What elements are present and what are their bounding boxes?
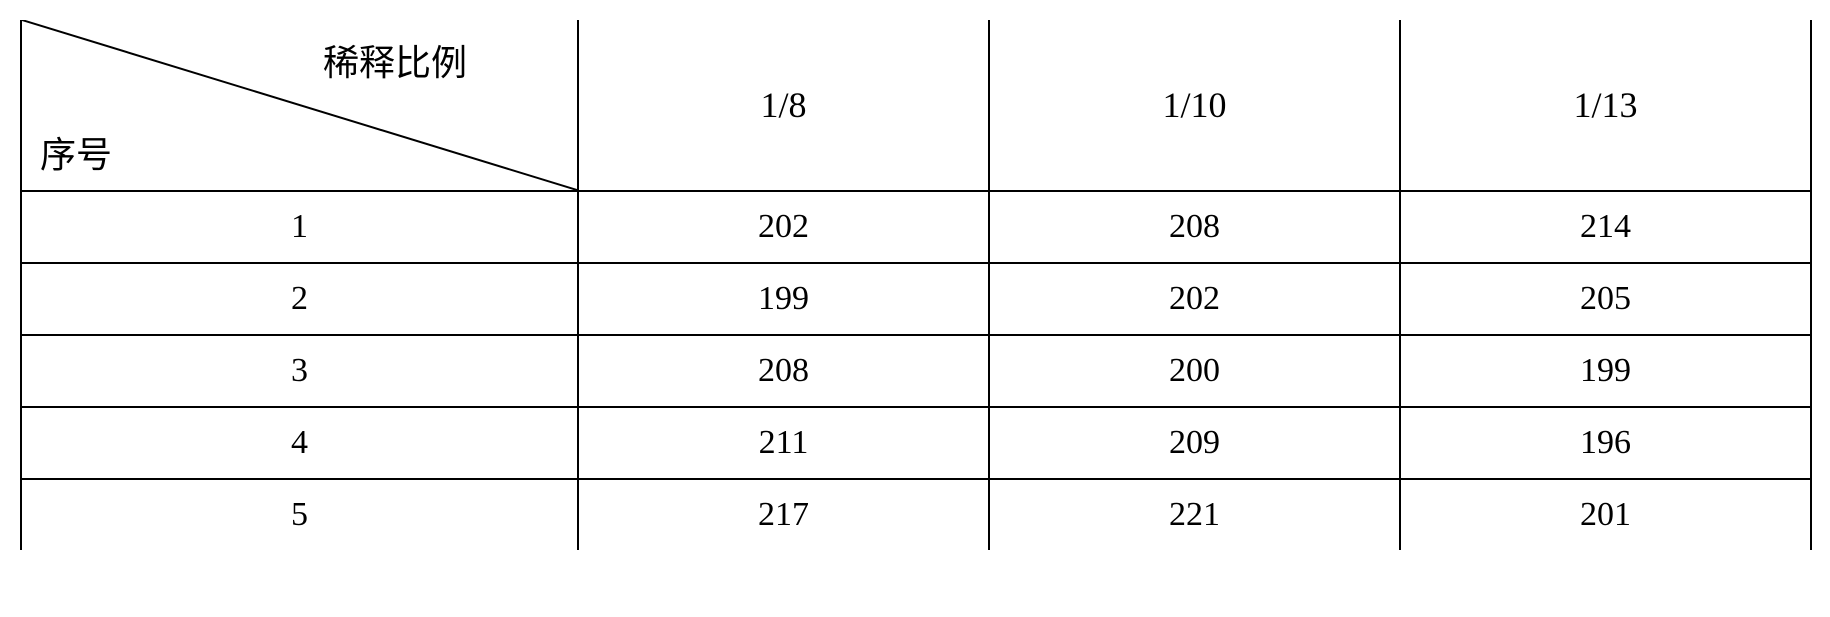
data-table: 稀释比例 序号 1/8 1/10 1/13 1 202 208 214 2 19… <box>20 20 1812 550</box>
table-cell: 209 <box>989 407 1400 479</box>
table-cell: 211 <box>578 407 989 479</box>
row-seq: 3 <box>21 335 578 407</box>
row-seq: 4 <box>21 407 578 479</box>
table-row: 5 217 221 201 <box>21 479 1811 550</box>
data-table-container: 稀释比例 序号 1/8 1/10 1/13 1 202 208 214 2 19… <box>20 20 1810 550</box>
column-header: 1/10 <box>989 20 1400 191</box>
table-cell: 221 <box>989 479 1400 550</box>
row-seq: 2 <box>21 263 578 335</box>
table-cell: 202 <box>989 263 1400 335</box>
table-cell: 217 <box>578 479 989 550</box>
corner-header-cell: 稀释比例 序号 <box>21 20 578 191</box>
table-row: 2 199 202 205 <box>21 263 1811 335</box>
row-seq: 5 <box>21 479 578 550</box>
column-header: 1/8 <box>578 20 989 191</box>
table-cell: 201 <box>1400 479 1811 550</box>
table-cell: 199 <box>1400 335 1811 407</box>
column-header: 1/13 <box>1400 20 1811 191</box>
table-cell: 214 <box>1400 191 1811 263</box>
table-cell: 202 <box>578 191 989 263</box>
table-cell: 208 <box>989 191 1400 263</box>
corner-bottom-label: 序号 <box>40 126 112 178</box>
table-header-row: 稀释比例 序号 1/8 1/10 1/13 <box>21 20 1811 191</box>
table-cell: 200 <box>989 335 1400 407</box>
table-cell: 196 <box>1400 407 1811 479</box>
table-cell: 205 <box>1400 263 1811 335</box>
corner-top-label: 稀释比例 <box>323 34 467 86</box>
table-row: 3 208 200 199 <box>21 335 1811 407</box>
table-cell: 199 <box>578 263 989 335</box>
table-row: 1 202 208 214 <box>21 191 1811 263</box>
table-cell: 208 <box>578 335 989 407</box>
table-row: 4 211 209 196 <box>21 407 1811 479</box>
row-seq: 1 <box>21 191 578 263</box>
